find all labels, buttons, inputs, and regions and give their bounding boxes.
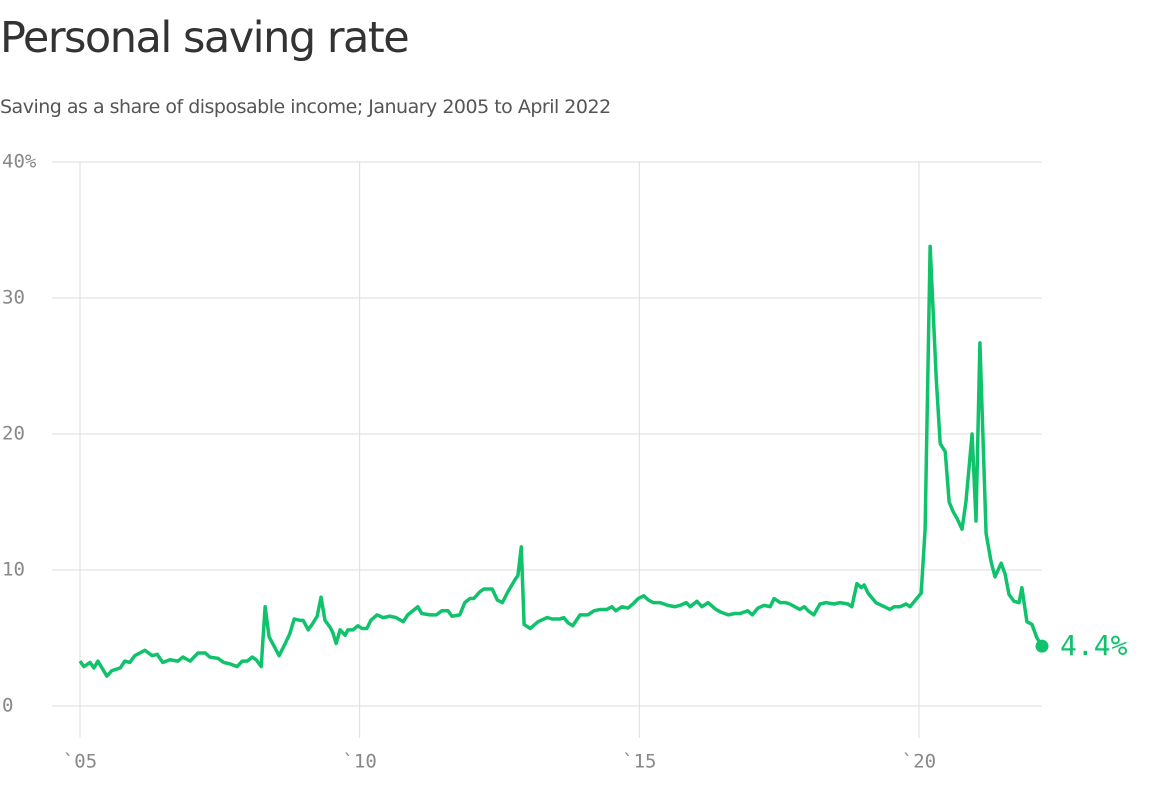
line-series	[78, 244, 1044, 678]
chart-title: Personal saving rate	[0, 13, 408, 63]
x-tick-label: `20	[902, 751, 936, 773]
chart-subtitle: Saving as a share of disposable income; …	[0, 96, 611, 118]
end-label: 4.4%	[1060, 629, 1128, 662]
end-point	[1035, 639, 1049, 653]
y-tick-label: 30	[2, 287, 25, 309]
y-tick-label: 10	[2, 559, 25, 581]
x-tick-label: `15	[622, 751, 656, 773]
y-tick-label: 0	[2, 695, 13, 717]
y-tick-label: 40%	[2, 151, 37, 173]
y-tick-label: 20	[2, 423, 25, 445]
x-tick-label: `05	[63, 751, 97, 773]
x-tick-label: `10	[342, 751, 376, 773]
